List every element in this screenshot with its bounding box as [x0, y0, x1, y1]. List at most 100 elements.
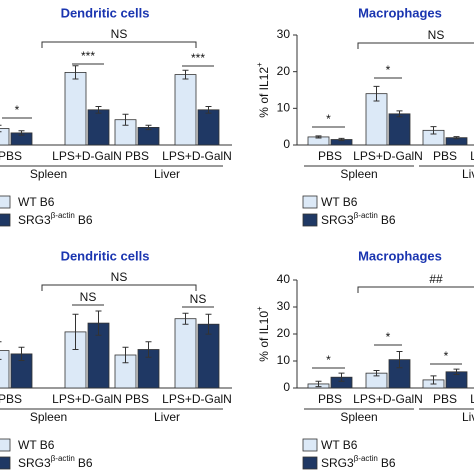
legend-label: SRG3β-actin B6 [18, 211, 93, 227]
y-axis-label-part: + [255, 62, 264, 67]
error-bar [182, 312, 189, 325]
error-bar [95, 310, 102, 336]
legend-label-part: β-actin [354, 454, 378, 463]
legend-label-part: WT B6 [18, 195, 55, 209]
significance-label: NS [428, 28, 445, 42]
chart-title: Dendritic cells [61, 5, 150, 20]
error-bar [182, 69, 189, 80]
legend-swatch [0, 195, 11, 209]
significance-label: ## [429, 272, 443, 286]
chart-title: Macrophages [358, 248, 442, 263]
error-bar [122, 346, 129, 364]
error-bar [315, 135, 322, 139]
significance-label: * [386, 330, 391, 344]
legend-label-part: β-actin [51, 211, 75, 220]
error-bar [18, 130, 25, 136]
legend-label-part: B6 [78, 456, 93, 470]
x-tick-label: PBS [125, 149, 149, 163]
legend-label-part: β-actin [51, 454, 75, 463]
y-axis-label: % of IL12+ [255, 62, 271, 118]
error-bar [72, 65, 79, 80]
error-bar [430, 375, 437, 385]
x-tick-label: PBS [433, 149, 457, 163]
legend-label-part: B6 [381, 213, 396, 227]
significance-bracket [41, 284, 197, 291]
significance-label: *** [81, 49, 95, 63]
error-bar [373, 85, 380, 102]
legend-swatch [302, 438, 318, 452]
group-label: Liver [462, 410, 474, 424]
group-label: Liver [462, 167, 474, 181]
error-bar [396, 351, 403, 369]
error-bar [205, 313, 212, 335]
error-bar [122, 113, 129, 126]
x-tick-label: PBS [125, 392, 149, 406]
legend-label: SRG3β-actin B6 [18, 454, 93, 470]
x-tick-label: LPS+D-GalN [353, 149, 423, 163]
bar [174, 318, 197, 389]
legend-label-part: WT B6 [321, 195, 358, 209]
chart-title: Dendritic cells [61, 248, 150, 263]
x-tick-label: LPS+D-GalN [52, 392, 122, 406]
error-bar [145, 124, 152, 131]
significance-label: NS [190, 292, 207, 306]
error-bar [453, 368, 460, 375]
y-tick-label: 10 [277, 101, 291, 115]
error-bar [145, 341, 152, 358]
bar [64, 72, 87, 146]
significance-label: NS [111, 270, 128, 284]
x-tick-label: PBS [0, 392, 22, 406]
bar [197, 109, 220, 146]
group-label: Liver [154, 167, 180, 181]
bar [0, 128, 10, 146]
x-tick-label: LPS+D-GalN [162, 149, 232, 163]
y-axis-label: % of IL10+ [255, 306, 271, 362]
x-tick-label: PBS [433, 392, 457, 406]
legend-label-part: β-actin [354, 211, 378, 220]
bar [174, 74, 197, 146]
group-label: Spleen [340, 167, 377, 181]
x-tick-label: PBS [318, 149, 342, 163]
legend-label: WT B6 [18, 195, 55, 209]
legend-swatch [302, 213, 318, 227]
legend-label-part: SRG3 [321, 213, 354, 227]
legend-label: WT B6 [321, 438, 358, 452]
y-tick-label: 40 [277, 272, 291, 286]
legend-label: WT B6 [321, 195, 358, 209]
error-bar [338, 372, 345, 382]
legend-label-part: SRG3 [18, 456, 51, 470]
x-tick-label: LPS+D-GalN [52, 149, 122, 163]
legend-label-part: SRG3 [18, 213, 51, 227]
legend-label: WT B6 [18, 438, 55, 452]
y-tick-label: 0 [283, 380, 290, 394]
legend-swatch [302, 195, 318, 209]
significance-bracket [357, 286, 474, 293]
x-tick-label: LPS+D-GalN [470, 392, 474, 406]
significance-label: NS [111, 27, 128, 41]
y-tick-label: 20 [277, 326, 291, 340]
legend-swatch [0, 438, 11, 452]
bar [0, 350, 10, 389]
significance-label: *** [191, 51, 205, 65]
legend-swatch [0, 456, 11, 470]
error-bar [0, 341, 2, 360]
error-bar [205, 106, 212, 114]
significance-label: NS [80, 290, 97, 304]
legend-label-part: B6 [78, 213, 93, 227]
y-axis-label-part: % of IL12 [257, 67, 271, 118]
error-bar [396, 110, 403, 118]
significance-bracket [41, 41, 197, 48]
x-tick-label: PBS [0, 149, 22, 163]
error-bar [373, 369, 380, 377]
legend-swatch [302, 456, 318, 470]
error-bar [453, 136, 460, 140]
y-tick-label: 30 [277, 299, 291, 313]
significance-label: * [386, 63, 391, 77]
group-label: Liver [154, 410, 180, 424]
error-bar [18, 346, 25, 361]
x-tick-label: PBS [318, 392, 342, 406]
y-tick-label: 10 [277, 353, 291, 367]
x-tick-label: LPS+D-GalN [353, 392, 423, 406]
error-bar [72, 313, 79, 350]
y-tick-label: 30 [277, 27, 291, 41]
